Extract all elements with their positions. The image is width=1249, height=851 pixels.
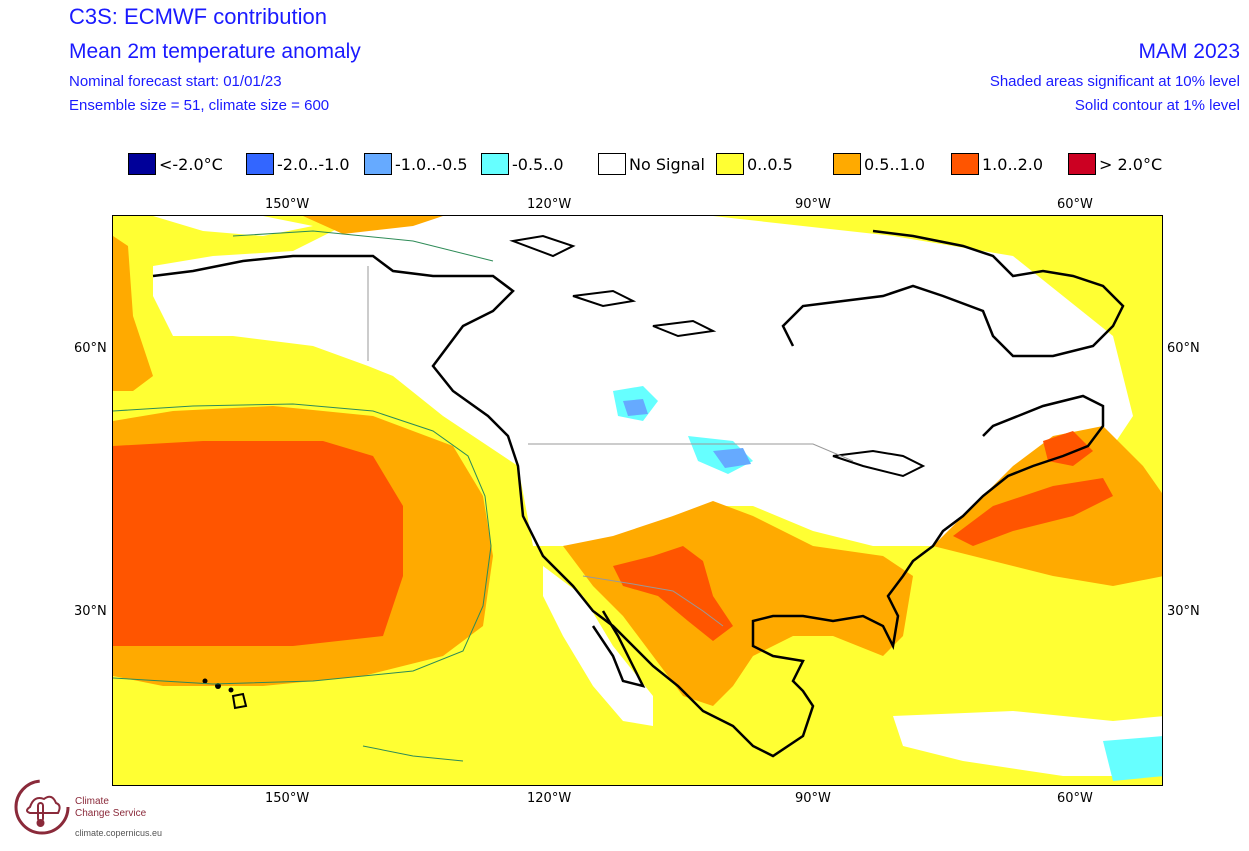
legend-label: -2.0..-1.0: [277, 154, 350, 174]
anomaly-region-0.5-1.0: [303, 216, 443, 234]
no-signal-region: [893, 711, 1162, 776]
legend-swatch: [833, 153, 861, 175]
coastline: [152, 254, 1105, 758]
lon-tick-label: 60°W: [1057, 791, 1093, 806]
legend-label: -1.0..-0.5: [395, 154, 468, 174]
legend-item: > 2.0°C: [1068, 151, 1162, 177]
island-outline: [231, 692, 248, 710]
legend-swatch: [246, 153, 274, 175]
significance-contour: [232, 230, 494, 762]
contour-note: Solid contour at 1% level: [1074, 97, 1240, 114]
lat-tick-label: 30°N: [1167, 604, 1200, 619]
logo-name-line2: Change Service: [75, 808, 147, 819]
coastline: [509, 234, 717, 338]
anomaly-region-minus-1.0-0.5: [713, 448, 751, 468]
coastline: [832, 449, 926, 478]
legend-item: -0.5..0: [481, 151, 564, 177]
legend-label: 0.5..1.0: [864, 154, 926, 174]
no-signal-region: [153, 216, 313, 236]
lon-tick-label: 60°W: [1057, 197, 1093, 212]
legend-label: 1.0..2.0: [982, 154, 1044, 174]
legend-swatch: [364, 153, 392, 175]
lat-tick-label: 30°N: [74, 604, 107, 619]
legend-swatch: [951, 153, 979, 175]
lat-tick-label: 60°N: [74, 341, 107, 356]
country-border: [367, 266, 854, 627]
legend-item: -2.0..-1.0: [246, 151, 350, 177]
legend-item: 0..0.5: [716, 151, 793, 177]
legend-item: No Signal: [598, 151, 705, 177]
legend-label: <-2.0°C: [159, 154, 223, 174]
legend-item: 1.0..2.0: [951, 151, 1043, 177]
no-signal-region: [543, 566, 653, 726]
anomaly-region-1.0-2.0: [613, 546, 733, 641]
significance-contour: [113, 403, 492, 685]
ensemble-size-text: Ensemble size = 51, climate size = 600: [69, 97, 330, 114]
anomaly-region-0.5-1.0: [563, 501, 913, 706]
logo-url: climate.copernicus.eu: [75, 828, 163, 838]
legend-label: 0..0.5: [747, 154, 793, 174]
no-signal-region: [153, 216, 1133, 546]
copernicus-logo: [12, 777, 182, 847]
anomaly-region-1.0-2.0: [953, 478, 1113, 546]
lon-tick-label: 120°W: [527, 791, 572, 806]
logo-name-line1: Climate: [75, 796, 109, 807]
anomaly-region-minus-1.0-0.5: [623, 399, 648, 416]
legend-item: -1.0..-0.5: [364, 151, 468, 177]
forecast-start-text: Nominal forecast start: 01/01/23: [69, 73, 282, 90]
lon-tick-label: 150°W: [265, 791, 310, 806]
legend-item: 0.5..1.0: [833, 151, 925, 177]
chart-subtitle: Mean 2m temperature anomaly: [69, 40, 361, 63]
legend-swatch: [481, 153, 509, 175]
anomaly-region-1.0-2.0: [113, 441, 403, 646]
island-marker: [215, 683, 221, 689]
significance-note: Shaded areas significant at 10% level: [989, 73, 1240, 90]
anomaly-map: [112, 215, 1163, 786]
anomaly-region-minus-0.5-0: [1103, 736, 1162, 781]
lon-tick-label: 150°W: [265, 197, 310, 212]
map-canvas: [113, 216, 1162, 785]
thermometer-icon: [14, 779, 70, 835]
coastline: [591, 610, 646, 688]
coastline: [781, 229, 1125, 358]
island-marker: [228, 687, 234, 693]
legend-swatch: [598, 153, 626, 175]
legend-swatch: [1068, 153, 1096, 175]
chart-title: C3S: ECMWF contribution: [69, 4, 327, 29]
anomaly-region-0.5-1.0: [113, 236, 153, 391]
legend-item: <-2.0°C: [128, 151, 223, 177]
island-marker: [202, 678, 208, 684]
lat-tick-label: 60°N: [1167, 341, 1200, 356]
legend-label: -0.5..0: [512, 154, 564, 174]
season-period: MAM 2023: [1138, 40, 1240, 63]
legend-swatch: [716, 153, 744, 175]
legend-swatch: [128, 153, 156, 175]
legend-label: No Signal: [629, 154, 705, 174]
lon-tick-label: 90°W: [795, 791, 831, 806]
lon-tick-label: 120°W: [527, 197, 572, 212]
legend-label: > 2.0°C: [1099, 154, 1163, 174]
lon-tick-label: 90°W: [795, 197, 831, 212]
